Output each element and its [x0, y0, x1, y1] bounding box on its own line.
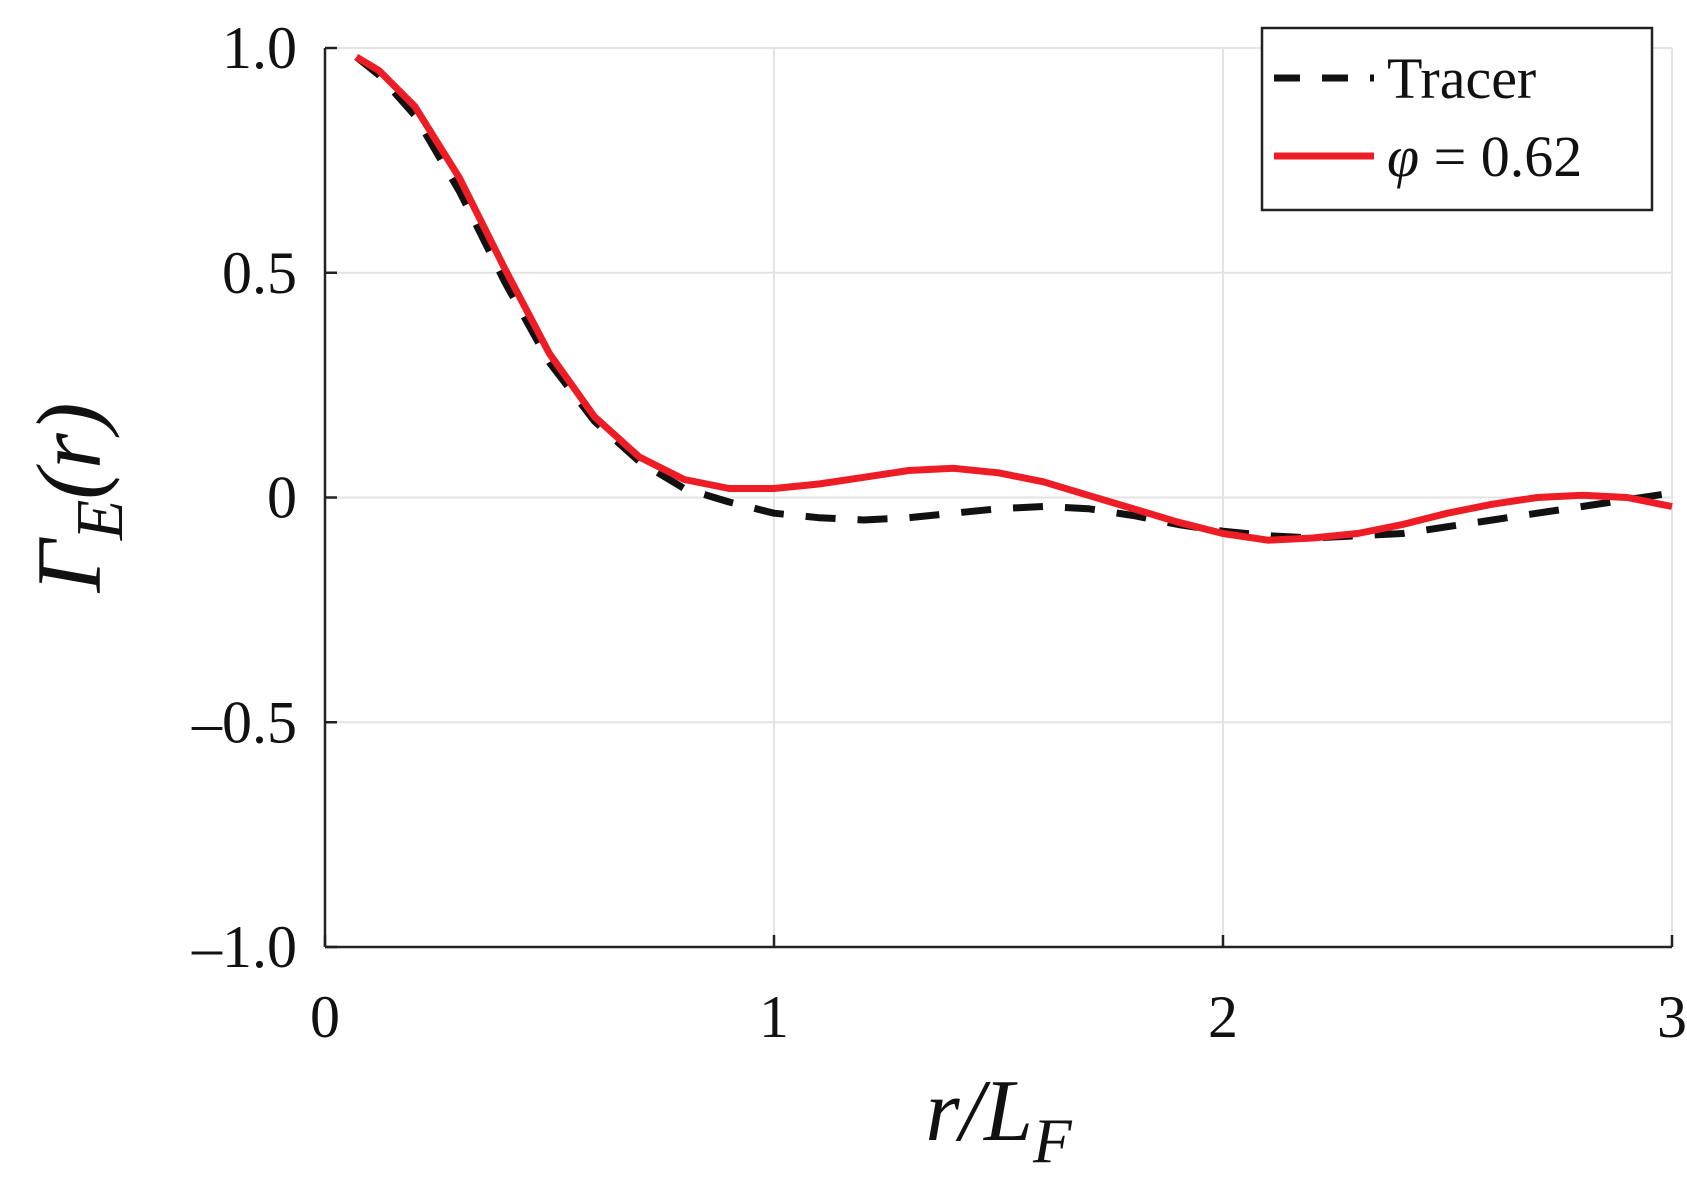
- legend: Tracer φ = 0.62: [1260, 26, 1654, 212]
- series-line-0: [354, 54, 1673, 542]
- x-tick-label: 1: [759, 984, 789, 1050]
- legend-label-1: φ = 0.62: [1387, 124, 1582, 189]
- x-tick-label: 0: [310, 984, 340, 1050]
- series-line-1: [354, 53, 1673, 544]
- tick-labels: 0 1 2 3 1.0 0.5 0 –0.5 –1.0: [191, 15, 1687, 1050]
- axis-labels: r/LF ΓE(r): [18, 403, 1073, 1176]
- axes: [323, 46, 1674, 949]
- y-tick-label: –0.5: [191, 689, 297, 755]
- x-axis-label: r/LF: [925, 1063, 1073, 1176]
- x-tick-label: 3: [1657, 984, 1687, 1050]
- y-tick-label: 0: [267, 465, 297, 531]
- x-tick-label: 2: [1208, 984, 1238, 1050]
- legend-label-0: Tracer: [1387, 46, 1536, 111]
- legend-box: [1260, 26, 1654, 212]
- y-tick-label: 0.5: [222, 240, 297, 306]
- y-tick-label: –1.0: [191, 914, 297, 980]
- series-layer: [354, 53, 1673, 544]
- y-tick-label: 1.0: [222, 15, 297, 81]
- y-axis-label: ΓE(r): [18, 403, 137, 594]
